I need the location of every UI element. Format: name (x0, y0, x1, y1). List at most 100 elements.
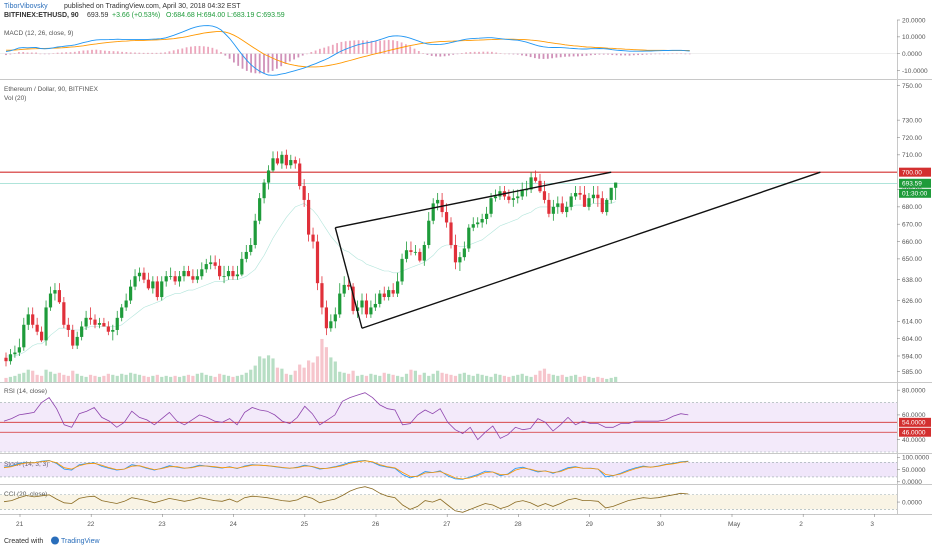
volume-bar (587, 376, 591, 382)
candle-body (155, 281, 159, 298)
candle-body (333, 314, 337, 322)
macd-ytick-label: 10.0000 (902, 34, 926, 41)
x-tick-label: 22 (87, 521, 95, 528)
volume-bar (427, 375, 431, 382)
macd-histogram-bar (521, 53, 523, 56)
macd-histogram-bar (413, 48, 416, 54)
volume-bar (13, 375, 17, 382)
candle-body (467, 227, 471, 249)
macd-histogram-bar (69, 52, 72, 54)
candle-body (342, 284, 346, 294)
chart-header: TiborVibovsky published on TradingView.c… (4, 3, 285, 19)
volume-bar (404, 373, 409, 382)
volume-bar (369, 373, 373, 382)
macd-histogram-bar (224, 53, 227, 56)
volume-bar (516, 374, 520, 382)
candle-body (387, 290, 391, 298)
last-value: 693.59 (87, 12, 109, 19)
candle-body (160, 281, 164, 298)
volume-bar (493, 373, 498, 382)
volume-bar (102, 375, 106, 382)
volume-title: Vol (20) (4, 95, 26, 102)
macd-histogram-bar (267, 53, 270, 73)
price-pane: Ethereum / Dollar, 90, BITFINEX Vol (20)… (0, 83, 931, 382)
price-ytick-label: 638.00 (902, 277, 922, 284)
macd-histogram-bar (443, 53, 446, 57)
macd-histogram-bar (168, 51, 171, 54)
author-link[interactable]: TiborVibovsky (4, 3, 48, 10)
volume-bar (129, 372, 133, 382)
volume-bar (200, 372, 204, 382)
volume-bar (507, 376, 511, 382)
volume-bar (560, 374, 564, 382)
macd-histogram-bar (594, 53, 596, 55)
macd-histogram-bar (585, 53, 588, 56)
macd-histogram-bar (198, 45, 201, 54)
volume-bar (578, 376, 582, 382)
macd-histogram-bar (680, 53, 682, 55)
candle-body (525, 189, 529, 191)
candle-body (364, 300, 369, 315)
candle-body (142, 272, 146, 280)
candle-body (476, 222, 480, 225)
candle-body (360, 300, 364, 308)
candle-body (516, 196, 520, 199)
candle-body (164, 276, 168, 282)
macd-histogram-bar (52, 53, 55, 54)
macd-histogram-bar (615, 53, 618, 56)
macd-histogram-bar (374, 40, 377, 54)
price-ytick-label: 650.00 (902, 256, 922, 263)
candle-body (574, 192, 578, 197)
macd-histogram-bar (650, 53, 652, 55)
macd-histogram-bar (263, 53, 265, 74)
macd-ytick-label: 0.0000 (902, 51, 922, 58)
macd-histogram-bar (534, 53, 536, 59)
volume-bar (329, 357, 333, 382)
candle-body (422, 245, 426, 261)
volume-bar (155, 374, 159, 382)
macd-histogram-bar (30, 52, 33, 54)
candle-body (485, 213, 489, 219)
macd-histogram-bar (254, 53, 257, 74)
rsi-ytick-label: 40.0000 (902, 437, 926, 444)
candle-body (542, 191, 547, 200)
macd-histogram-bar (314, 50, 317, 54)
macd-histogram-bar (155, 52, 158, 54)
volume-bar (413, 370, 417, 382)
volume-bar (226, 375, 231, 382)
macd-histogram-bar (572, 53, 575, 57)
volume-bar (533, 374, 538, 382)
volume-bar (547, 373, 551, 382)
macd-signal-line (6, 31, 690, 68)
candle-body (213, 262, 217, 266)
macd-histogram-bar (658, 53, 661, 55)
macd-histogram-bar (555, 53, 558, 58)
macd-histogram-bar (641, 53, 644, 55)
macd-histogram-bar (172, 50, 175, 54)
macd-histogram-bar (35, 52, 37, 54)
published-text: published on TradingView.com, April 30, … (64, 3, 241, 10)
x-tick-label: 29 (586, 521, 594, 528)
candle-body (293, 160, 297, 164)
candle-body (275, 158, 280, 164)
last-price-label-bg (899, 178, 931, 188)
candle-body (240, 258, 244, 275)
volume-bar (591, 377, 595, 382)
tradingview-brand[interactable]: TradingView (61, 538, 100, 545)
macd-histogram-bar (104, 50, 106, 54)
macd-ytick-label: 20.0000 (902, 17, 926, 24)
volume-bar (391, 374, 395, 382)
macd-histogram-bar (353, 40, 356, 54)
macd-histogram-bar (293, 53, 295, 60)
candle-body (137, 272, 142, 277)
candle-body (396, 281, 400, 294)
macd-histogram-bar (529, 53, 532, 58)
volume-bar (418, 374, 422, 382)
macd-histogram-bar (400, 42, 403, 54)
volume-bar (280, 368, 284, 382)
macd-histogram-bar (362, 40, 364, 54)
candle-body (151, 281, 155, 289)
macd-histogram-bar (310, 52, 313, 54)
macd-histogram-bar (589, 53, 592, 56)
volume-bar (177, 376, 182, 382)
